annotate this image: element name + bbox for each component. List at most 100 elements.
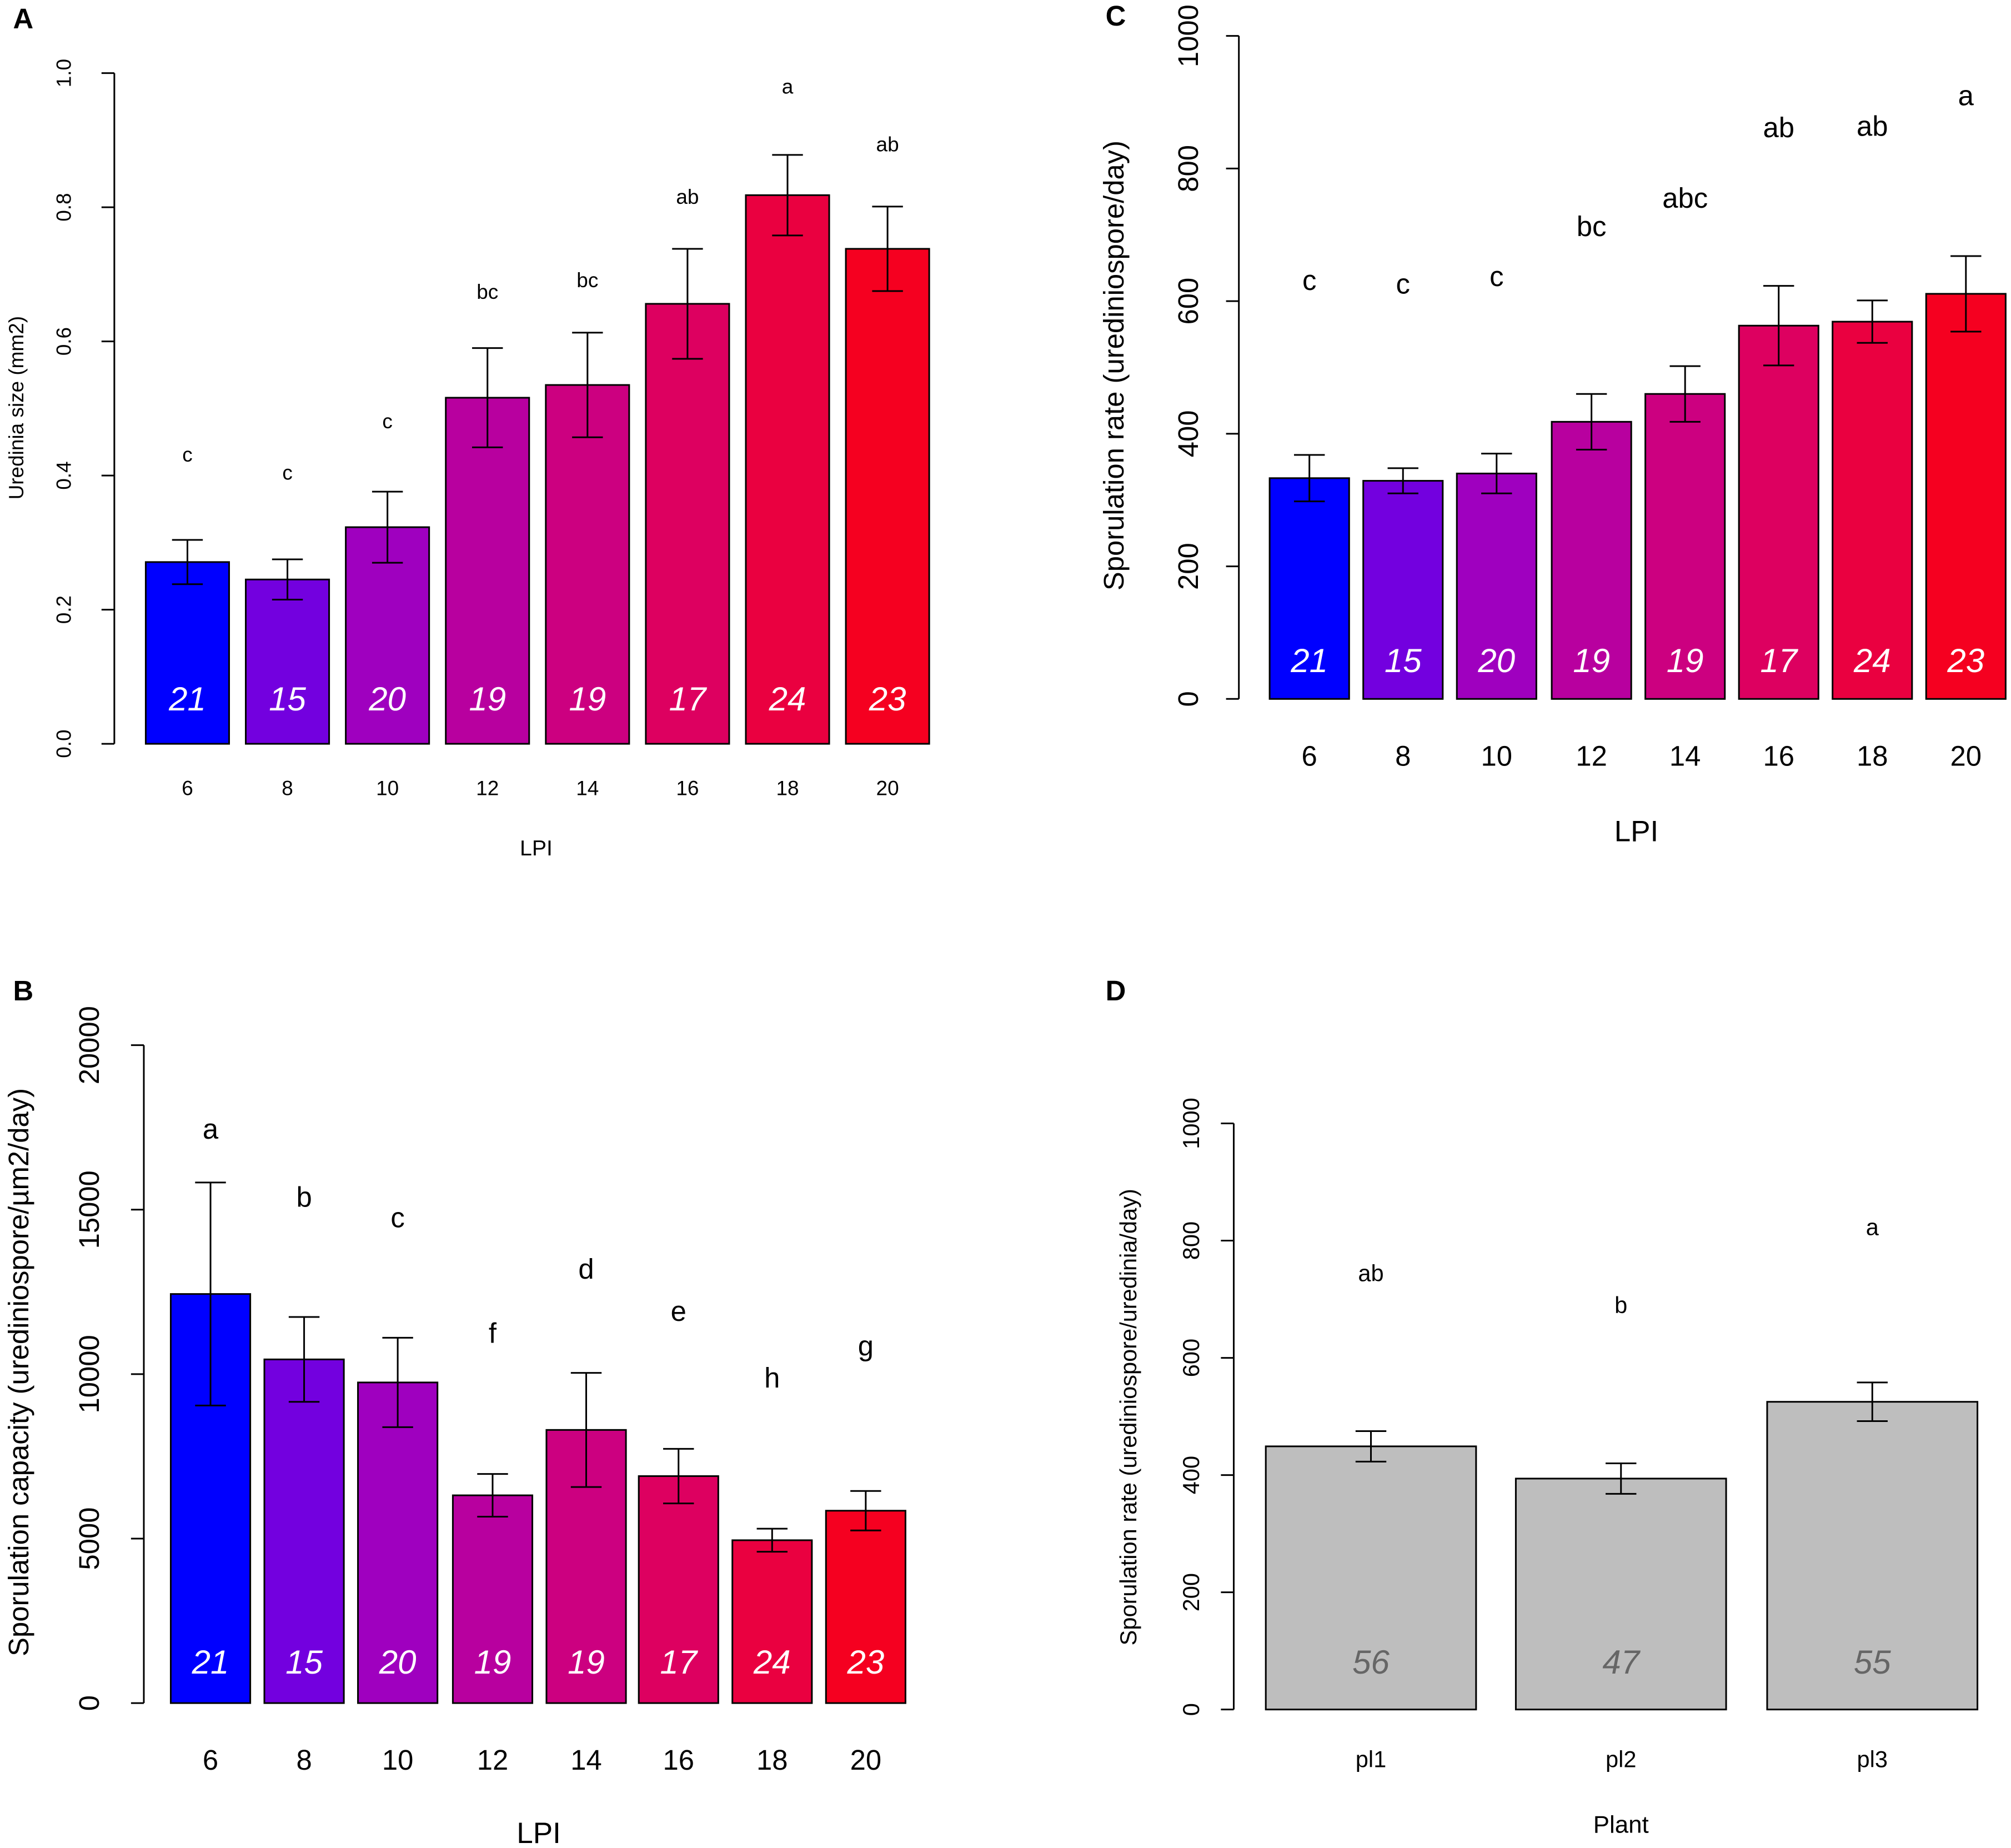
bar-8 bbox=[1362, 480, 1444, 700]
x-tick-label: 16 bbox=[676, 777, 699, 799]
x-tick-label: 6 bbox=[1302, 740, 1317, 772]
y-tick-label: 0.0 bbox=[52, 729, 75, 758]
bar-16 bbox=[638, 1475, 719, 1704]
x-axis-title: Plant bbox=[1593, 1811, 1649, 1838]
sample-size-label: 20 bbox=[368, 680, 406, 718]
significance-letter: c bbox=[1302, 264, 1316, 296]
significance-letter: ab bbox=[1358, 1260, 1383, 1286]
significance-letter: ab bbox=[876, 133, 899, 156]
y-tick-label: 10000 bbox=[73, 1335, 105, 1413]
sample-size-label: 23 bbox=[869, 680, 906, 718]
sample-size-label: 19 bbox=[469, 680, 506, 718]
x-tick-label: 10 bbox=[1481, 740, 1512, 772]
sample-size-label: 20 bbox=[1477, 642, 1515, 679]
panel-label: C bbox=[1106, 0, 1126, 32]
panel-label: B bbox=[13, 975, 33, 1006]
bar-6 bbox=[144, 561, 230, 745]
significance-letter: ab bbox=[1763, 112, 1794, 143]
bar-6 bbox=[1268, 477, 1350, 700]
sample-size-label: 15 bbox=[285, 1644, 323, 1681]
y-tick-label: 0.4 bbox=[52, 461, 75, 489]
sample-size-label: 23 bbox=[1947, 642, 1984, 679]
bar-pl3 bbox=[1766, 1401, 1979, 1711]
significance-letter: f bbox=[489, 1317, 497, 1349]
x-tick-label: 18 bbox=[776, 777, 799, 799]
significance-letter: bc bbox=[1577, 211, 1607, 242]
x-tick-label: pl3 bbox=[1857, 1746, 1888, 1772]
significance-letter: a bbox=[1958, 79, 1974, 111]
x-tick-label: 14 bbox=[570, 1744, 601, 1776]
significance-letter: c bbox=[390, 1202, 404, 1234]
sample-size-label: 21 bbox=[1290, 642, 1328, 679]
bar-16 bbox=[1738, 324, 1819, 700]
y-axis-title: Sporulation rate (urediniospore/uredinia… bbox=[1115, 1189, 1141, 1645]
y-tick-label: 400 bbox=[1172, 410, 1204, 457]
x-tick-label: 8 bbox=[1395, 740, 1411, 772]
significance-letter: b bbox=[1614, 1292, 1627, 1318]
significance-letter: d bbox=[578, 1253, 594, 1285]
panel-label: D bbox=[1106, 975, 1126, 1006]
y-tick-label: 15000 bbox=[73, 1170, 105, 1249]
sample-size-label: 19 bbox=[569, 680, 606, 718]
significance-letter: c bbox=[382, 410, 392, 433]
sample-size-label: 19 bbox=[568, 1644, 605, 1681]
x-tick-label: 14 bbox=[1669, 740, 1701, 772]
panel-b: B 0 5000 10000 15000 20000 Sporulation capacit… bbox=[3, 975, 906, 1848]
significance-letter: abc bbox=[1662, 182, 1708, 214]
sample-size-label: 20 bbox=[379, 1644, 417, 1681]
y-axis-title: Sporulation capacity (urediniospore/µm2/… bbox=[3, 1088, 34, 1656]
x-tick-label: 14 bbox=[576, 777, 599, 799]
significance-letter: b bbox=[296, 1181, 312, 1213]
bar-18 bbox=[731, 1539, 813, 1704]
sample-size-label: 19 bbox=[1667, 642, 1704, 679]
y-tick-label: 0 bbox=[1178, 1703, 1204, 1716]
significance-letter: c bbox=[182, 443, 192, 466]
sample-size-label: 24 bbox=[1853, 642, 1891, 679]
y-tick-label: 1000 bbox=[1172, 4, 1204, 67]
x-tick-label: 12 bbox=[1576, 740, 1607, 772]
sample-size-label: 17 bbox=[1760, 642, 1798, 679]
bar-10 bbox=[1456, 472, 1537, 700]
x-tick-label: pl2 bbox=[1606, 1746, 1636, 1772]
x-tick-label: 16 bbox=[663, 1744, 694, 1776]
y-tick-label: 1.0 bbox=[52, 59, 75, 87]
x-axis-title: LPI bbox=[516, 1817, 561, 1848]
sample-size-label: 56 bbox=[1352, 1644, 1390, 1681]
y-tick-label: 600 bbox=[1178, 1339, 1204, 1377]
bar-16 bbox=[645, 303, 730, 745]
sample-size-label: 21 bbox=[192, 1644, 229, 1681]
y-tick-label: 20000 bbox=[73, 1006, 105, 1084]
y-tick-label: 0.8 bbox=[52, 193, 75, 221]
significance-letter: bc bbox=[477, 281, 498, 303]
sample-size-label: 15 bbox=[1385, 642, 1422, 679]
y-tick-label: 400 bbox=[1178, 1456, 1204, 1494]
y-tick-label: 0.6 bbox=[52, 327, 75, 355]
x-tick-label: 20 bbox=[850, 1744, 881, 1776]
sample-size-label: 17 bbox=[669, 680, 708, 718]
x-tick-label: 18 bbox=[1857, 740, 1888, 772]
panel-c: C 0 200 400 600 800 1000 Sporulation rate (ured… bbox=[1098, 0, 2007, 848]
y-tick-label: 800 bbox=[1178, 1221, 1204, 1260]
sample-size-label: 17 bbox=[660, 1644, 698, 1681]
bar-pl1 bbox=[1265, 1445, 1477, 1711]
x-tick-label: 20 bbox=[876, 777, 899, 799]
x-tick-label: 20 bbox=[1950, 740, 1982, 772]
sample-size-label: 21 bbox=[168, 680, 206, 718]
y-tick-label: 800 bbox=[1172, 145, 1204, 192]
x-tick-label: 6 bbox=[203, 1744, 218, 1776]
significance-letter: bc bbox=[576, 269, 598, 292]
sample-size-label: 47 bbox=[1602, 1644, 1641, 1681]
x-tick-label: pl1 bbox=[1356, 1746, 1386, 1772]
panel-label: A bbox=[13, 3, 33, 34]
x-tick-label: 8 bbox=[296, 1744, 312, 1776]
bar-8 bbox=[263, 1358, 345, 1704]
significance-letter: ab bbox=[676, 186, 699, 208]
x-tick-label: 18 bbox=[756, 1744, 788, 1776]
sample-size-label: 19 bbox=[1573, 642, 1610, 679]
bar-12 bbox=[452, 1494, 534, 1704]
sample-size-label: 24 bbox=[769, 680, 806, 718]
significance-letter: a bbox=[203, 1113, 219, 1145]
x-tick-label: 12 bbox=[476, 777, 499, 799]
x-tick-label: 12 bbox=[477, 1744, 508, 1776]
